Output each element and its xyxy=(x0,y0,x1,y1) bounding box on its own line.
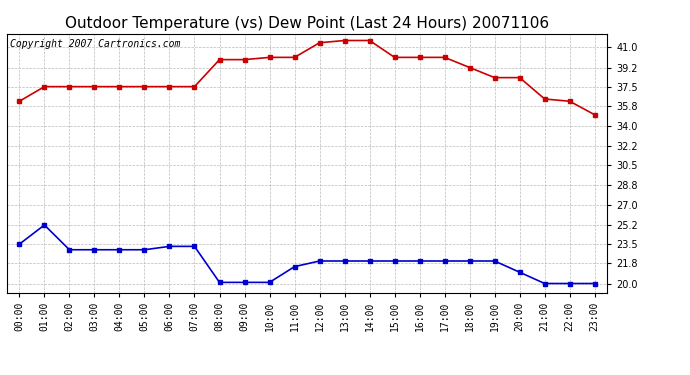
Title: Outdoor Temperature (vs) Dew Point (Last 24 Hours) 20071106: Outdoor Temperature (vs) Dew Point (Last… xyxy=(65,16,549,31)
Text: Copyright 2007 Cartronics.com: Copyright 2007 Cartronics.com xyxy=(10,39,180,49)
